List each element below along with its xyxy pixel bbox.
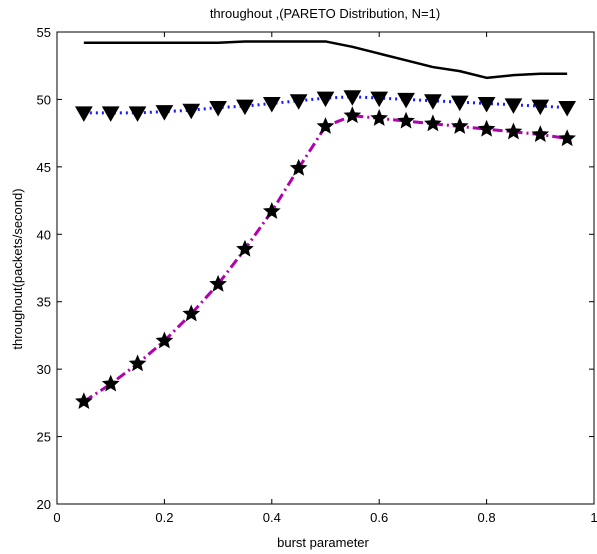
series-3-point	[128, 354, 147, 372]
series-2-point	[316, 91, 335, 108]
series-2-point	[504, 98, 523, 114]
series-2-point	[558, 101, 577, 117]
x-tick-label: 0.6	[370, 510, 388, 525]
series-3-point	[477, 119, 496, 137]
series-3-point	[558, 129, 576, 147]
y-axis-label: throughout(packets/second)	[10, 188, 25, 349]
x-tick-label: 0.8	[478, 510, 496, 525]
series-3-point	[397, 111, 415, 129]
series-2-point	[101, 106, 120, 122]
series-2-point	[262, 96, 281, 113]
y-tick-label: 25	[37, 430, 51, 445]
series-3-point	[343, 106, 362, 124]
plot-area: 0 0.2 0.4 0.6 0.8 1 20 25 30 35 40 45 50 55	[37, 25, 597, 525]
series-2-point	[128, 106, 147, 122]
series-2-point	[397, 92, 415, 109]
series-2-point	[155, 105, 174, 121]
y-tick-label: 40	[37, 227, 51, 242]
series-3-line	[83, 114, 568, 403]
x-tick-label: 0.4	[263, 510, 281, 525]
series-2-point	[289, 94, 308, 110]
series-2-point	[74, 106, 93, 122]
y-tick-label: 35	[37, 295, 51, 310]
series-3-point	[209, 274, 227, 292]
series-2-point	[531, 99, 550, 116]
series-3-point	[370, 109, 389, 126]
y-tick-label: 55	[37, 25, 51, 40]
series-3-point	[101, 374, 120, 392]
series-1-line	[83, 40, 568, 80]
series-3-point	[316, 117, 335, 134]
series-3-point	[262, 202, 281, 219]
x-tick-label: 1	[590, 510, 597, 525]
series-3-point	[450, 117, 469, 134]
series-3-point	[236, 239, 254, 257]
series-2-point	[236, 99, 254, 116]
y-tick-label: 30	[37, 362, 51, 377]
series-3-point	[289, 158, 308, 176]
series-3-point	[504, 122, 523, 140]
series-3-point	[182, 304, 201, 322]
series-2-point	[343, 90, 362, 106]
plot-frame	[56, 31, 595, 505]
series-3-point	[155, 331, 174, 349]
series-3-point	[424, 114, 442, 132]
series-3-point	[74, 392, 93, 410]
x-tick-label: 0	[53, 510, 60, 525]
series-2-point	[477, 96, 496, 113]
series-2-point	[370, 91, 389, 108]
y-tick-label: 20	[37, 497, 51, 512]
series-2-point	[450, 95, 469, 112]
series-3-point	[531, 125, 550, 143]
series-2-point	[424, 94, 442, 110]
y-tick-label: 50	[37, 92, 51, 107]
x-axis-label: burst parameter	[277, 535, 369, 550]
series-2-point	[209, 101, 227, 117]
x-tick-label: 0.2	[155, 510, 173, 525]
chart-title: throughout ,(PARETO Distribution, N=1)	[210, 6, 440, 21]
series-2-point	[182, 103, 201, 120]
y-tick-label: 45	[37, 160, 51, 175]
